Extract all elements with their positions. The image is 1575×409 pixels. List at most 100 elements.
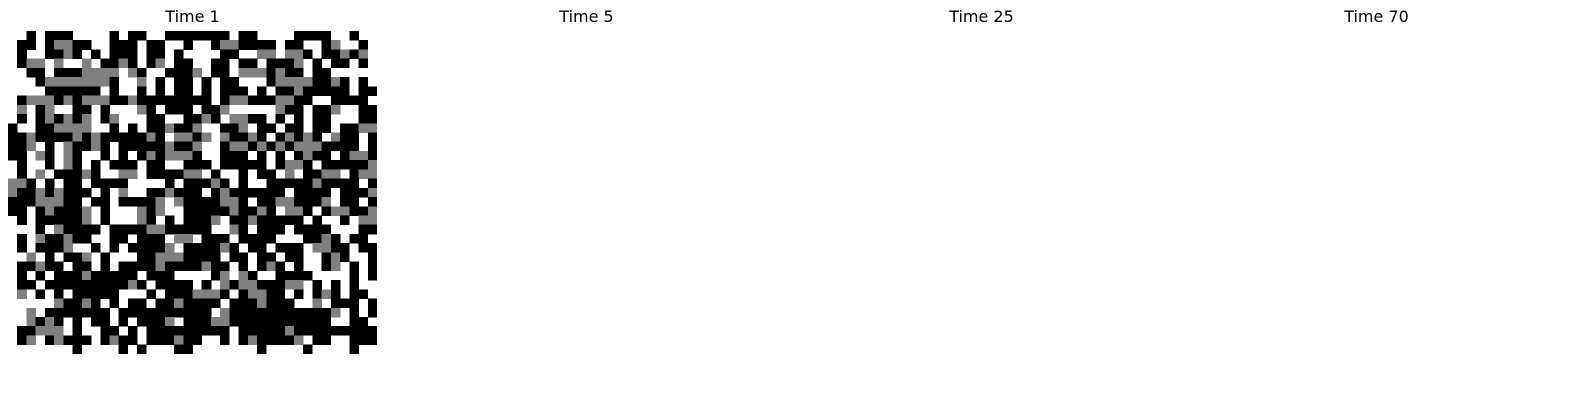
black-cell: [340, 298, 350, 309]
black-cell: [44, 187, 55, 198]
black-cell: [127, 335, 138, 345]
black-cell: [91, 169, 101, 179]
gray-cell: [238, 141, 249, 152]
black-cell: [275, 132, 286, 142]
gray-cell: [26, 132, 36, 142]
black-cell: [174, 344, 184, 355]
black-cell: [210, 58, 221, 69]
black-cell: [257, 86, 267, 96]
black-cell: [155, 141, 166, 152]
black-cell: [312, 150, 322, 161]
black-cell: [210, 31, 221, 41]
black-cell: [192, 95, 203, 106]
gray-cell: [109, 114, 119, 124]
black-cell: [201, 160, 212, 170]
gray-cell: [174, 335, 184, 345]
black-cell: [257, 316, 267, 327]
black-cell: [54, 243, 64, 253]
gray-cell: [220, 197, 230, 207]
black-cell: [201, 298, 212, 309]
gray-cell: [81, 77, 92, 87]
black-cell: [91, 289, 101, 299]
gray-cell: [275, 95, 286, 106]
black-cell: [174, 67, 184, 78]
black-cell: [192, 160, 203, 170]
black-cell: [155, 335, 166, 345]
gray-cell: [367, 160, 377, 170]
black-cell: [210, 67, 221, 78]
gray-cell: [26, 316, 36, 327]
black-cell: [303, 316, 313, 327]
black-cell: [54, 316, 64, 327]
black-cell: [118, 40, 129, 50]
black-cell: [340, 150, 350, 161]
gray-cell: [330, 104, 341, 115]
gray-cell: [155, 224, 166, 235]
black-cell: [146, 316, 156, 327]
black-cell: [44, 280, 55, 290]
black-cell: [155, 86, 166, 96]
gray-cell: [109, 335, 119, 345]
black-cell: [164, 104, 175, 115]
gray-cell: [330, 261, 341, 272]
black-cell: [183, 307, 193, 318]
black-cell: [358, 206, 369, 216]
gray-cell: [330, 77, 341, 87]
black-cell: [118, 233, 129, 244]
black-cell: [238, 335, 249, 345]
black-cell: [72, 289, 83, 299]
black-cell: [220, 160, 230, 170]
gray-cell: [35, 150, 46, 161]
black-cell: [312, 280, 322, 290]
black-cell: [72, 326, 83, 336]
gray-cell: [155, 206, 166, 216]
black-cell: [155, 316, 166, 327]
black-cell: [266, 298, 276, 309]
black-cell: [275, 86, 286, 96]
black-cell: [293, 261, 304, 272]
gray-cell: [54, 187, 64, 198]
black-cell: [100, 326, 110, 336]
black-cell: [63, 31, 73, 41]
black-cell: [137, 86, 147, 96]
gray-cell: [183, 169, 193, 179]
black-cell: [349, 31, 359, 41]
black-cell: [284, 40, 295, 50]
black-cell: [81, 132, 92, 142]
gray-cell: [238, 114, 249, 124]
black-cell: [81, 187, 92, 198]
black-cell: [127, 261, 138, 272]
black-cell: [100, 206, 110, 216]
black-cell: [293, 289, 304, 299]
gray-cell: [210, 289, 221, 299]
black-cell: [164, 298, 175, 309]
black-cell: [358, 224, 369, 235]
gray-cell: [220, 104, 230, 115]
gray-cell: [284, 169, 295, 179]
black-cell: [201, 224, 212, 235]
black-cell: [275, 298, 286, 309]
black-cell: [109, 178, 119, 189]
black-cell: [183, 335, 193, 345]
gray-cell: [26, 141, 36, 152]
gray-cell: [54, 335, 64, 345]
black-cell: [293, 31, 304, 41]
black-cell: [229, 132, 239, 142]
black-cell: [349, 261, 359, 272]
gray-cell: [44, 114, 55, 124]
black-cell: [210, 187, 221, 198]
black-cell: [164, 67, 175, 78]
black-cell: [312, 224, 322, 235]
black-cell: [257, 132, 267, 142]
black-cell: [72, 67, 83, 78]
gray-cell: [81, 95, 92, 106]
black-cell: [109, 160, 119, 170]
black-cell: [275, 335, 286, 345]
black-cell: [266, 169, 276, 179]
black-cell: [293, 114, 304, 124]
black-cell: [91, 224, 101, 235]
black-cell: [183, 123, 193, 133]
black-cell: [229, 77, 239, 87]
black-cell: [275, 160, 286, 170]
black-cell: [321, 160, 332, 170]
